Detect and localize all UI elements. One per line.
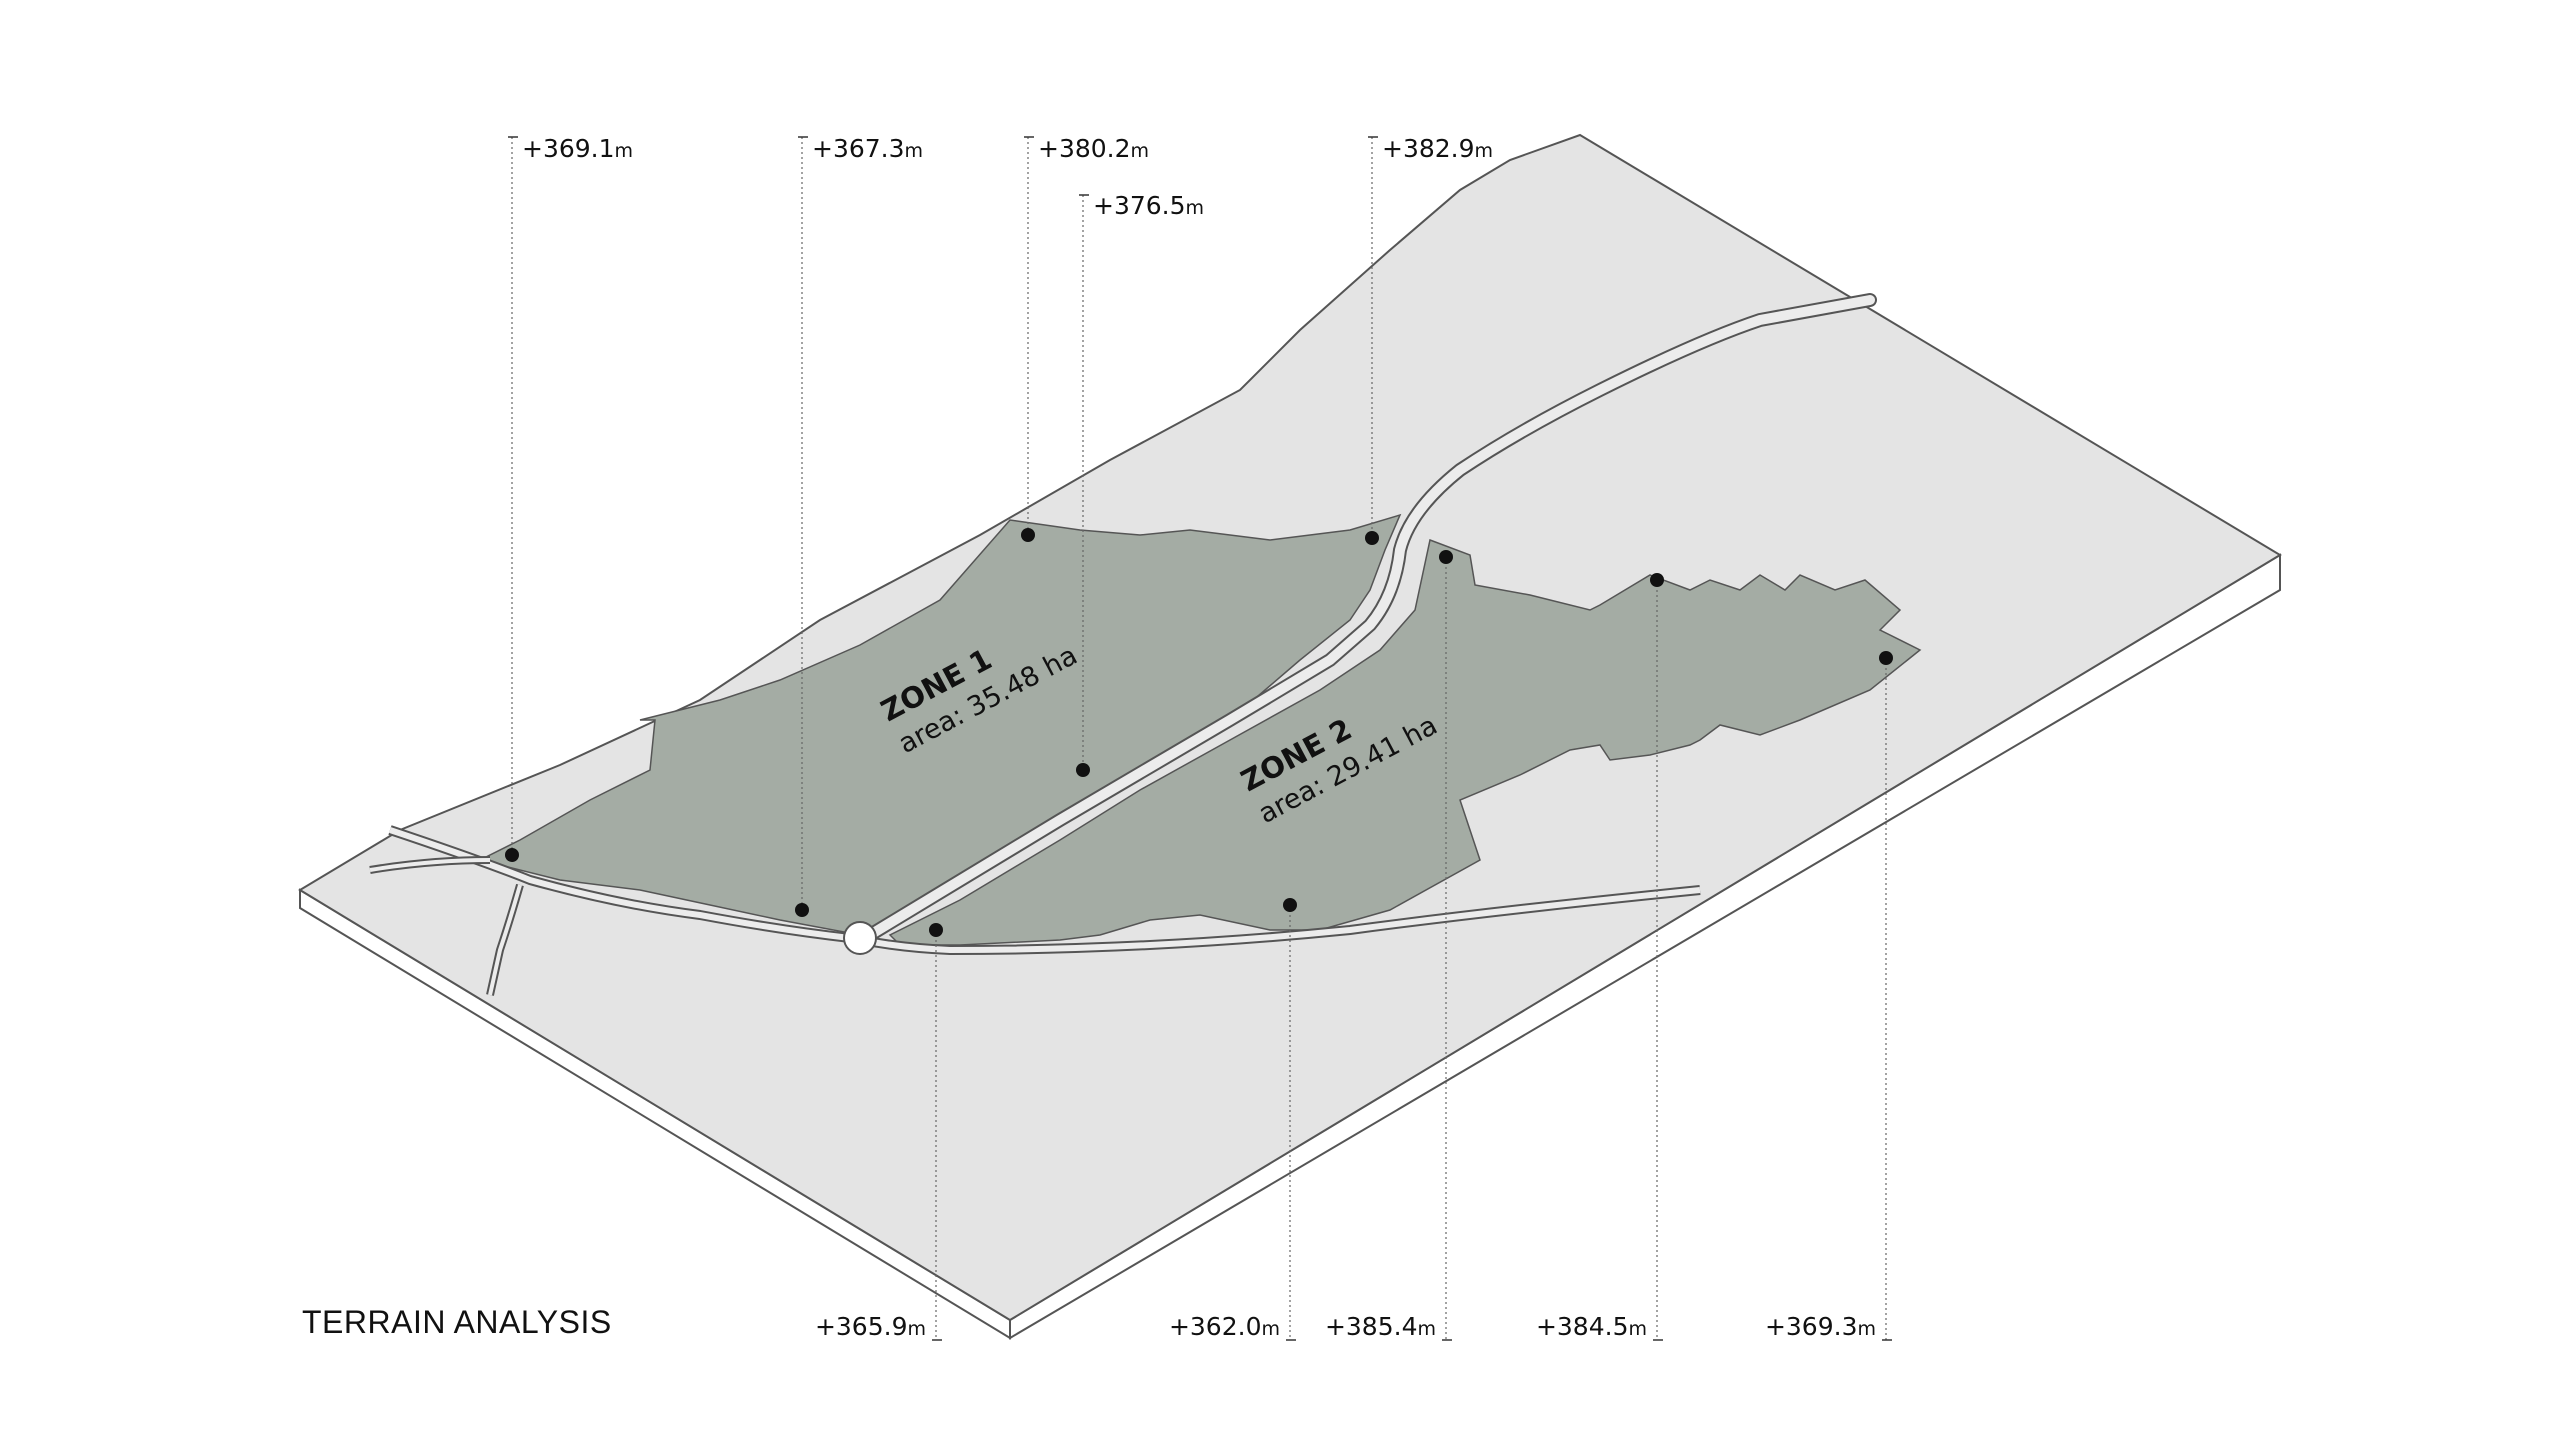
elevation-marker-bottom-3: +385.4m [1325, 550, 1453, 1341]
elevation-marker-top-1: +369.1m [505, 134, 633, 862]
elevation-marker-bottom-5: +369.3m [1765, 651, 1893, 1341]
svg-text:+382.9m: +382.9m [1382, 134, 1493, 163]
elevation-marker-top-5: +382.9m [1365, 134, 1493, 545]
elevation-value: +382.9 [1382, 134, 1475, 163]
svg-text:+369.3m: +369.3m [1765, 1312, 1876, 1341]
elevation-value: +380.2 [1038, 134, 1131, 163]
svg-text:+362.0m: +362.0m [1169, 1312, 1280, 1341]
svg-text:+384.5m: +384.5m [1536, 1312, 1647, 1341]
svg-text:+376.5m: +376.5m [1093, 191, 1204, 220]
svg-text:+365.9m: +365.9m [815, 1312, 926, 1341]
elevation-value: +365.9 [815, 1312, 908, 1341]
svg-text:+369.1m: +369.1m [522, 134, 633, 163]
elevation-value: +362.0 [1169, 1312, 1262, 1341]
elevation-unit: m [1628, 1318, 1647, 1340]
svg-text:+367.3m: +367.3m [812, 134, 923, 163]
elevation-marker-top-4: +376.5m [1076, 191, 1204, 777]
elevation-value: +369.3 [1765, 1312, 1858, 1341]
elevation-marker-bottom-4: +384.5m [1536, 573, 1664, 1341]
elevation-unit: m [1261, 1318, 1280, 1340]
elevation-value: +369.1 [522, 134, 615, 163]
elevation-marker-top-3: +380.2m [1021, 134, 1149, 542]
zone-2-area [888, 538, 1922, 946]
elevation-unit: m [1186, 197, 1205, 219]
elevation-unit: m [905, 140, 924, 162]
elevation-unit: m [907, 1318, 926, 1340]
diagram-title: TERRAIN ANALYSIS [302, 1304, 612, 1340]
elevation-marker-bottom-1: +365.9m [815, 923, 943, 1341]
elevation-unit: m [1857, 1318, 1876, 1340]
elevation-unit: m [1417, 1318, 1436, 1340]
elevation-value: +376.5 [1093, 191, 1186, 220]
elevation-unit: m [1131, 140, 1150, 162]
elevation-unit: m [615, 140, 634, 162]
elevation-value: +385.4 [1325, 1312, 1418, 1341]
elevation-value: +367.3 [812, 134, 905, 163]
svg-text:+380.2m: +380.2m [1038, 134, 1149, 163]
elevation-marker-top-2: +367.3m [795, 134, 923, 917]
elevation-marker-bottom-2: +362.0m [1169, 898, 1297, 1341]
roundabout [843, 921, 877, 955]
svg-text:+385.4m: +385.4m [1325, 1312, 1436, 1341]
elevation-value: +384.5 [1536, 1312, 1629, 1341]
elevation-unit: m [1475, 140, 1494, 162]
